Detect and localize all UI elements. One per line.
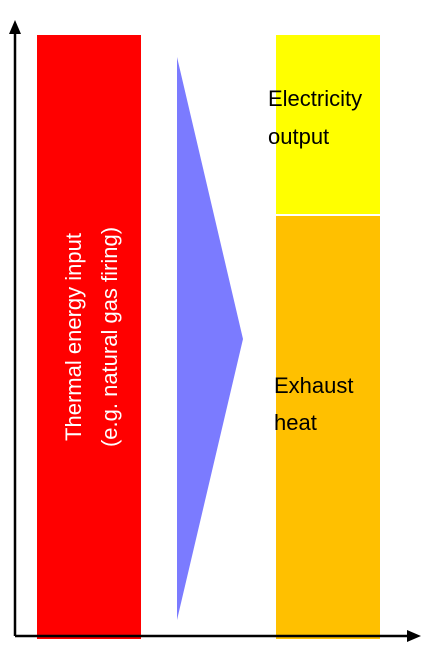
exhaust-heat-line1: Exhaust xyxy=(274,373,354,398)
electricity-output-line1: Electricity xyxy=(268,86,362,111)
thermal-energy-input-label: Thermal energy input (e.g. natural gas f… xyxy=(61,227,122,447)
electricity-output-bar xyxy=(276,35,380,214)
flow-arrow-shape xyxy=(177,57,243,620)
x-axis-arrowhead xyxy=(407,630,421,642)
exhaust-heat-bar xyxy=(276,216,380,639)
exhaust-heat-line2: heat xyxy=(274,410,317,435)
electricity-output-line2: output xyxy=(268,124,329,149)
y-axis-arrowhead xyxy=(9,20,21,34)
thermal-energy-input-line2: (e.g. natural gas firing) xyxy=(97,227,122,447)
thermal-energy-input-line1: Thermal energy input xyxy=(61,233,86,441)
thermal-energy-input-bar xyxy=(37,35,141,639)
